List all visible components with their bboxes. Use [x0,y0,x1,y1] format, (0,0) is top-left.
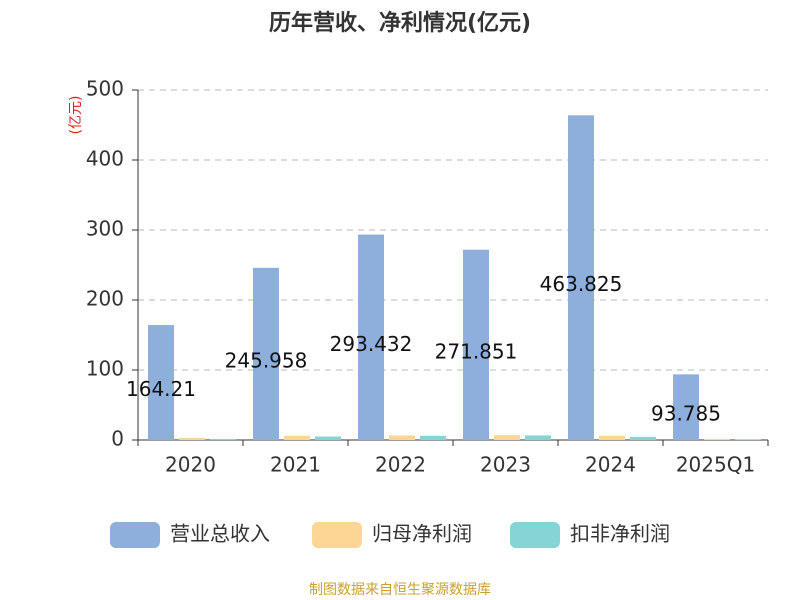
bar [494,435,520,440]
x-tick-label: 2023 [480,453,531,477]
bar [210,438,236,440]
y-unit: (亿元) [68,96,84,135]
x-tick-label: 2025Q1 [676,453,755,477]
data-label: 271.851 [435,339,518,363]
bar [389,435,415,440]
x-tick-label: 2022 [375,453,426,477]
legend-swatch [510,522,560,548]
legend-label: 营业总收入 [170,522,270,546]
y-tick-label: 0 [111,427,124,451]
y-tick-label: 500 [86,77,124,101]
legend-label: 扣非净利润 [570,522,670,546]
bar [253,267,279,440]
bar [630,436,656,440]
bar [704,438,730,440]
y-tick-label: 400 [86,147,124,171]
data-label: 463.825 [540,272,623,296]
bar [568,115,594,440]
legend-swatch [312,522,362,548]
chart-title: 历年营收、净利情况(亿元) [269,10,531,36]
x-tick-label: 2020 [165,453,216,477]
data-label: 93.785 [651,402,721,426]
legend-swatch [110,522,160,548]
bar [599,435,625,440]
bar [358,234,384,440]
bar [525,435,551,440]
bar [420,435,446,440]
y-tick-label: 100 [86,357,124,381]
bar [673,374,699,440]
bar [179,437,205,440]
legend-label: 归母净利润 [372,522,472,546]
bar [284,435,310,440]
bar [463,249,489,440]
x-tick-label: 2024 [585,453,636,477]
data-label: 245.958 [225,348,308,372]
data-label: 293.432 [330,332,413,356]
x-tick-label: 2021 [270,453,321,477]
source-note: 制图数据来自恒生聚源数据库 [309,582,491,598]
y-tick-label: 200 [86,287,124,311]
bar [315,436,341,440]
y-tick-label: 300 [86,217,124,241]
bar [735,439,761,440]
bar [148,325,174,440]
data-label: 164.21 [126,377,196,401]
